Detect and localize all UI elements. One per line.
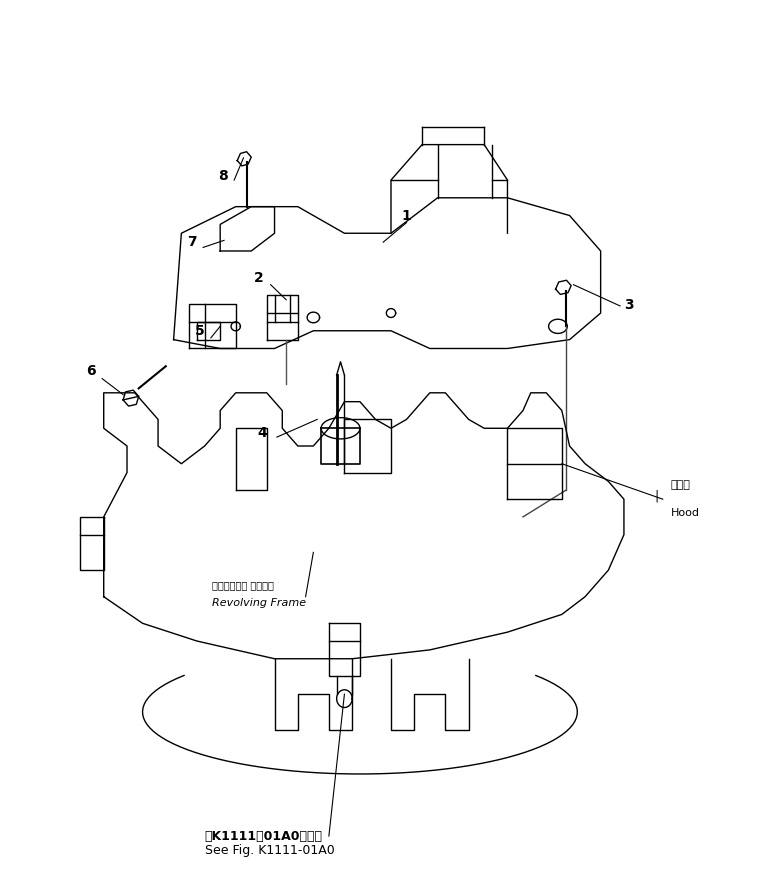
Text: 8: 8 — [218, 169, 228, 183]
Text: 4: 4 — [257, 426, 267, 440]
Text: See Fig. K1111-01A0: See Fig. K1111-01A0 — [205, 844, 335, 856]
Text: レボルビング フレーム: レボルビング フレーム — [213, 580, 274, 590]
Text: Revolving Frame: Revolving Frame — [213, 598, 307, 607]
Text: 3: 3 — [624, 298, 633, 311]
Text: |: | — [655, 489, 659, 502]
Text: 7: 7 — [187, 235, 197, 249]
Text: 5: 5 — [195, 324, 205, 338]
Text: 1: 1 — [402, 209, 411, 223]
Text: 6: 6 — [86, 364, 96, 378]
Text: 第K1111－01A0図参照: 第K1111－01A0図参照 — [205, 830, 323, 844]
Text: 2: 2 — [254, 271, 264, 285]
Text: フード: フード — [670, 480, 691, 491]
Text: Hood: Hood — [670, 508, 700, 518]
